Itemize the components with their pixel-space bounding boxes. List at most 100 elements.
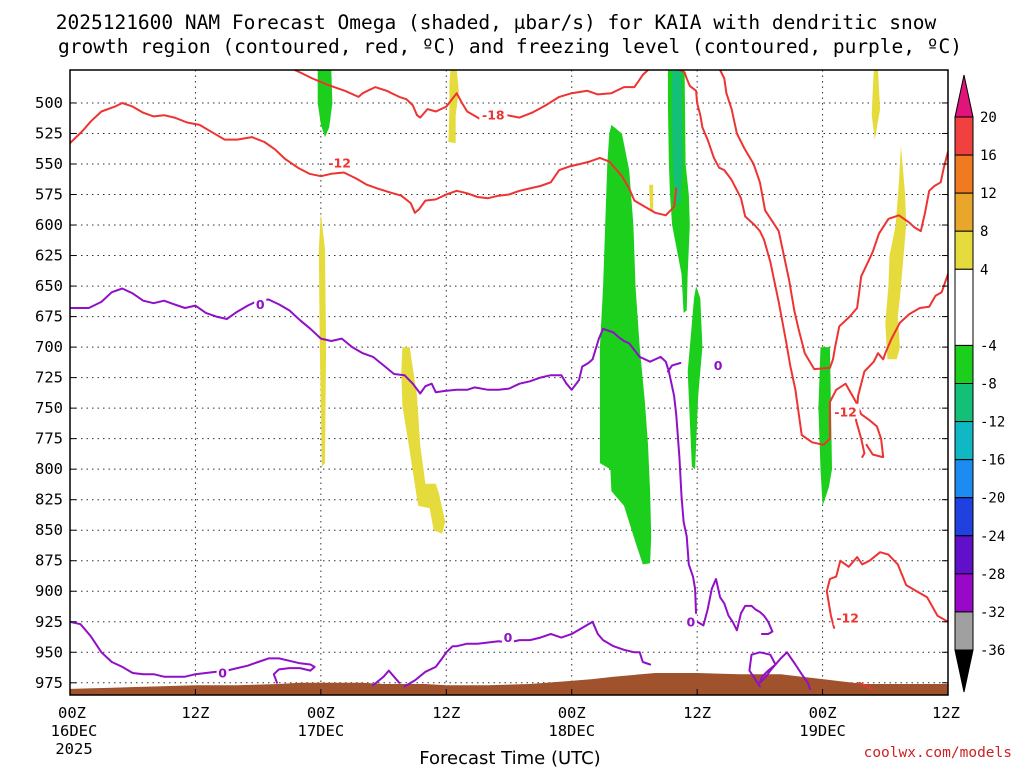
omega-shading-layer xyxy=(317,70,907,565)
y-tick-label: 950 xyxy=(35,643,63,661)
y-tick-label: 750 xyxy=(35,399,63,417)
colorbar-swatch xyxy=(954,421,974,461)
contour-label-layer: -18 -12 -12 -12 0 0 0 0 0 xyxy=(216,107,862,681)
x-tick-label: 00Z xyxy=(58,704,86,722)
x-tick-label: 12Z xyxy=(432,704,460,722)
omega-region xyxy=(885,145,907,360)
y-tick-label: 725 xyxy=(35,369,63,387)
colorbar-swatch xyxy=(954,535,974,575)
freezing-level-contour-line xyxy=(666,362,682,373)
contour-label-bg xyxy=(831,403,860,419)
dgz-contour-line xyxy=(858,681,873,690)
y-tick-label: 900 xyxy=(35,582,63,600)
y-tick-label: 650 xyxy=(35,277,63,295)
y-tick-label: 925 xyxy=(35,613,63,631)
y-tick-label: 550 xyxy=(35,155,63,173)
y-tick-label: 700 xyxy=(35,338,63,356)
freezing-level-contour-label: 0 xyxy=(714,358,723,373)
freezing-level-contour-line xyxy=(696,578,774,635)
plot-frame xyxy=(69,69,949,696)
colorbar-label: -20 xyxy=(980,491,1005,507)
contour-label-bg xyxy=(833,610,862,626)
colorbar-bottom-arrow xyxy=(954,649,974,693)
credit-text: coolwx.com/models xyxy=(864,745,1012,761)
y-tick-label: 975 xyxy=(35,674,63,692)
y-tick-label: 500 xyxy=(35,94,63,112)
contour-label-bg xyxy=(684,613,697,629)
y-tick-label: 800 xyxy=(35,460,63,478)
freezing-level-contour-label: 0 xyxy=(218,666,227,681)
colorbar-swatch xyxy=(954,268,974,346)
omega-region xyxy=(448,70,459,144)
dgz-contour-line xyxy=(678,70,885,458)
colorbar-swatch xyxy=(954,497,974,537)
colorbar-label: -12 xyxy=(980,415,1005,431)
x-tick-date-label: 19DEC xyxy=(799,722,846,740)
dgz-contour-line xyxy=(825,551,948,629)
colorbar-label: -28 xyxy=(980,567,1005,583)
colorbar-label: -36 xyxy=(980,643,1005,659)
x-tick-date-label: 17DEC xyxy=(298,722,345,740)
y-axis: 500 525 550 575 600 625 650 675 700 725 750 775 800 8… xyxy=(35,94,948,692)
omega-region xyxy=(317,70,333,138)
colorbar-swatch xyxy=(954,459,974,499)
colorbar-swatch xyxy=(954,611,974,651)
colorbar-label: -16 xyxy=(980,453,1005,469)
contour-label-bg xyxy=(712,357,725,373)
terrain-surface xyxy=(70,673,948,695)
contour-layer xyxy=(70,70,948,690)
freezing-level-contour-line xyxy=(70,287,698,617)
x-tick-label: 12Z xyxy=(683,704,711,722)
x-tick-label: 12Z xyxy=(932,704,960,722)
terrain-layer xyxy=(70,673,948,695)
dgz-contour-label: -12 xyxy=(836,611,859,626)
dgz-contour-label: -18 xyxy=(482,108,505,123)
colorbar-swatch xyxy=(954,383,974,423)
dgz-contour-line xyxy=(293,70,649,120)
omega-region xyxy=(672,70,683,207)
dgz-contour-line xyxy=(70,102,678,217)
colorbar-label: -32 xyxy=(980,605,1005,621)
freezing-level-contour-label: 0 xyxy=(256,297,265,312)
colorbar-label: -24 xyxy=(980,529,1005,545)
omega-region xyxy=(401,347,446,534)
grid-lines xyxy=(70,70,948,695)
x-tick-date-label: 16DEC xyxy=(51,722,98,740)
x-tick-date-label: 18DEC xyxy=(548,722,595,740)
colorbar-swatch xyxy=(954,154,974,194)
y-tick-label: 775 xyxy=(35,430,63,448)
y-tick-label: 875 xyxy=(35,552,63,570)
contour-label-bg xyxy=(254,296,267,312)
dgz-contour-line xyxy=(855,272,948,458)
colorbar-swatch xyxy=(954,192,974,232)
colorbar-top-arrow xyxy=(954,74,974,118)
contour-label-bg xyxy=(501,629,514,645)
dgz-contour-line xyxy=(719,70,948,371)
y-tick-label: 825 xyxy=(35,491,63,509)
dgz-contour-label: -12 xyxy=(834,404,857,419)
x-tick-label: 00Z xyxy=(558,704,586,722)
chart-title-line2: growth region (contoured, red, ºC) and f… xyxy=(58,35,962,58)
colorbar-label: 8 xyxy=(980,224,988,240)
contour-label-bg xyxy=(325,154,354,170)
freezing-level-contour-line xyxy=(372,669,401,687)
colorbar-swatch xyxy=(954,230,974,270)
y-tick-label: 600 xyxy=(35,216,63,234)
freezing-level-contour-line xyxy=(403,620,652,688)
x-tick-label: 00Z xyxy=(809,704,837,722)
colorbar-label: 4 xyxy=(980,262,988,278)
colorbar-swatch xyxy=(954,344,974,384)
freezing-level-contour-label: 0 xyxy=(504,630,513,645)
y-tick-label: 675 xyxy=(35,308,63,326)
omega-region xyxy=(687,286,703,470)
contour-label-bg xyxy=(479,107,508,123)
y-tick-label: 525 xyxy=(35,124,63,142)
colorbar-swatch xyxy=(954,116,974,156)
y-tick-label: 575 xyxy=(35,186,63,204)
x-axis-title: Forecast Time (UTC) xyxy=(419,748,600,768)
colorbar-label: -4 xyxy=(980,338,997,354)
colorbar-label: 16 xyxy=(980,148,997,164)
colorbar-label: 12 xyxy=(980,186,997,202)
chart-title-line1: 2025121600 NAM Forecast Omega (shaded, μ… xyxy=(56,11,937,34)
